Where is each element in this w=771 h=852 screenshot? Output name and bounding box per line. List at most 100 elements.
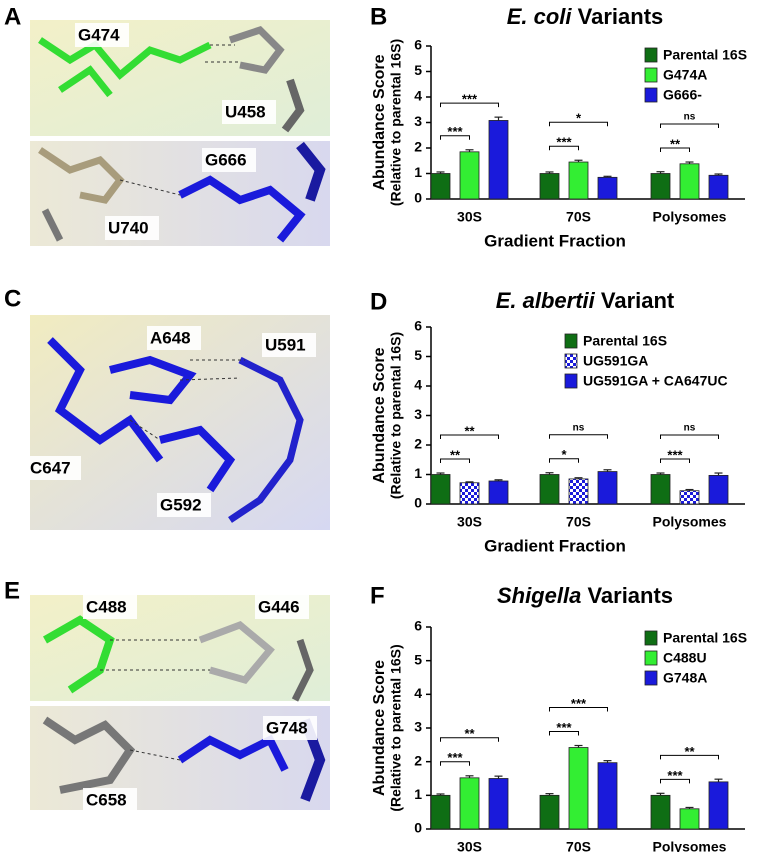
y-tick-label: 6 <box>414 318 422 334</box>
legend-label: UG591GA <box>583 353 648 369</box>
label-box <box>75 23 129 47</box>
structure-label: G592 <box>160 495 202 514</box>
bar <box>539 173 560 200</box>
significance-label: *** <box>667 447 683 462</box>
significance-bracket <box>660 123 719 129</box>
bar <box>430 794 451 830</box>
label-box <box>157 493 211 517</box>
y-axis-label: (Relative to parental 16S) <box>388 332 404 499</box>
panel-label: A <box>4 3 21 30</box>
y-axis-label: Abundance Score <box>371 54 388 190</box>
y-tick-label: 4 <box>414 88 422 104</box>
bar <box>568 478 589 505</box>
bar <box>679 163 700 200</box>
legend-swatch <box>644 47 658 63</box>
bar <box>568 161 589 200</box>
label-box <box>255 595 309 619</box>
label-box <box>147 326 201 350</box>
legend-label: Parental 16S <box>583 333 667 349</box>
structure-label: G748 <box>266 718 308 737</box>
x-tick-label: Polysomes <box>653 839 727 852</box>
bar <box>488 778 509 830</box>
significance-bracket <box>440 135 470 140</box>
structure-label: U591 <box>265 335 306 354</box>
panel-label: B <box>370 3 387 30</box>
title-rest: Variants <box>587 583 673 608</box>
bar <box>459 777 480 830</box>
significance-bracket <box>660 147 690 153</box>
y-tick-label: 3 <box>414 719 422 735</box>
bar <box>459 151 480 200</box>
bar <box>597 471 618 505</box>
x-axis-label: Gradient Fraction <box>484 536 626 555</box>
legend-label: UG591GA + CA647UC <box>583 373 728 389</box>
significance-label: *** <box>556 720 572 735</box>
legend-label: Parental 16S <box>663 47 747 63</box>
significance-bracket <box>660 434 719 440</box>
y-tick-label: 0 <box>414 820 422 836</box>
panel-label: D <box>370 288 387 315</box>
significance-bracket <box>440 737 499 742</box>
title-italic: Shigella <box>497 583 581 608</box>
bar <box>488 480 509 505</box>
significance-label: ns <box>684 112 696 123</box>
significance-label: *** <box>556 135 572 150</box>
legend-swatch <box>644 67 658 83</box>
x-axis-label: Gradient Fraction <box>484 231 626 250</box>
x-tick-label: 30S <box>457 209 482 225</box>
y-axis-label: (Relative to parental 16S) <box>388 39 404 206</box>
y-axis-label: (Relative to parental 16S) <box>388 644 404 811</box>
y-tick-label: 2 <box>414 752 422 768</box>
legend-swatch <box>644 670 658 686</box>
title-italic: E. albertii <box>496 288 596 313</box>
panel-label: F <box>370 582 385 609</box>
x-tick-label: Polysomes <box>653 209 727 225</box>
structure-image-a <box>30 20 330 246</box>
legend-swatch <box>564 353 578 369</box>
y-tick-label: 6 <box>414 618 422 634</box>
bar <box>708 474 729 505</box>
x-tick-label: Polysomes <box>653 514 727 530</box>
label-box <box>262 333 316 357</box>
significance-bracket <box>660 754 719 760</box>
y-tick-label: 4 <box>414 377 422 393</box>
bar <box>430 474 451 505</box>
legend-label: G474A <box>663 67 707 83</box>
bar <box>488 120 509 200</box>
title-rest: Variants <box>578 4 664 29</box>
y-tick-label: 4 <box>414 685 422 701</box>
bar <box>650 474 671 505</box>
significance-label: *** <box>667 768 683 783</box>
significance-bracket <box>440 102 499 108</box>
bar <box>597 762 618 830</box>
significance-label: ** <box>450 447 461 462</box>
significance-bracket <box>660 778 690 784</box>
y-tick-label: 0 <box>414 495 422 511</box>
label-box <box>222 100 276 124</box>
significance-label: * <box>561 447 567 462</box>
significance-label: ns <box>684 423 696 434</box>
y-tick-label: 3 <box>414 113 422 129</box>
y-tick-label: 5 <box>414 651 422 667</box>
y-tick-label: 2 <box>414 436 422 452</box>
significance-bracket <box>549 434 608 439</box>
significance-label: ** <box>464 726 475 741</box>
bar <box>679 490 700 505</box>
x-tick-label: 70S <box>566 514 591 530</box>
bar <box>539 474 560 505</box>
y-tick-label: 2 <box>414 139 422 155</box>
legend-label: G666- <box>663 87 702 103</box>
structure-label: G446 <box>258 597 300 616</box>
legend-swatch <box>564 373 578 389</box>
significance-bracket <box>549 145 579 151</box>
significance-bracket <box>440 458 470 464</box>
bar <box>708 781 729 830</box>
x-tick-label: 70S <box>566 839 591 852</box>
y-tick-label: 1 <box>414 164 422 180</box>
legend-label: G748A <box>663 670 707 686</box>
bar <box>430 173 451 200</box>
label-box <box>83 788 137 812</box>
bar <box>650 173 671 200</box>
structure-label: C488 <box>86 597 127 616</box>
chart-title: E. coli Variants <box>507 4 664 29</box>
